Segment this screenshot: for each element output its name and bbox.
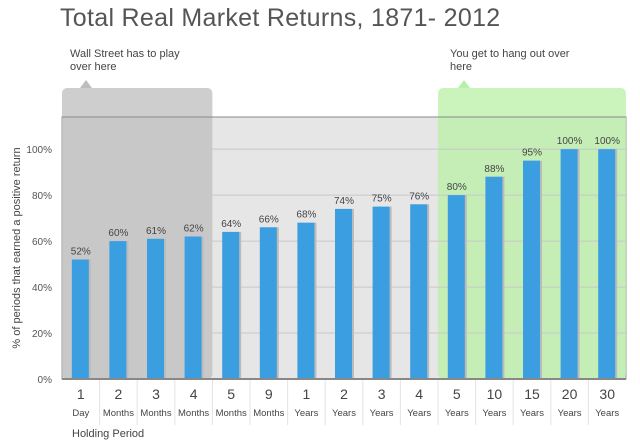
bar bbox=[598, 149, 616, 379]
data-label: 95% bbox=[522, 148, 542, 159]
x-axis-title: Holding Period bbox=[72, 428, 144, 440]
data-label: 88% bbox=[484, 164, 504, 175]
x-tick-number: 5 bbox=[453, 386, 461, 402]
x-tick-unit: Years bbox=[407, 408, 431, 419]
x-tick-unit: Months bbox=[216, 408, 247, 419]
y-tick-label: 80% bbox=[32, 191, 52, 202]
bar bbox=[560, 149, 578, 379]
data-label: 61% bbox=[146, 226, 166, 237]
x-tick-unit: Months bbox=[140, 408, 171, 419]
bar bbox=[71, 259, 89, 379]
x-tick-number: 30 bbox=[599, 386, 615, 402]
x-tick-number: 3 bbox=[378, 386, 386, 402]
x-tick-number: 4 bbox=[190, 386, 198, 402]
bar bbox=[222, 231, 240, 379]
y-tick-label: 60% bbox=[32, 237, 52, 248]
x-tick-number: 2 bbox=[115, 386, 123, 402]
y-axis-title: % of periods that earned a positive retu… bbox=[11, 147, 23, 348]
data-label: 60% bbox=[108, 228, 128, 239]
x-tick-unit: Years bbox=[294, 408, 318, 419]
x-tick-unit: Years bbox=[595, 408, 619, 419]
x-tick-unit: Years bbox=[332, 408, 356, 419]
callout-wall-street: Wall Street has to play over here bbox=[70, 48, 180, 73]
x-tick-unit: Years bbox=[445, 408, 469, 419]
y-tick-label: 40% bbox=[32, 283, 52, 294]
x-tick-unit: Years bbox=[370, 408, 394, 419]
y-tick-label: 20% bbox=[32, 329, 52, 340]
bar bbox=[297, 222, 315, 379]
x-tick-unit: Day bbox=[72, 408, 89, 419]
bar bbox=[184, 236, 202, 379]
data-label: 52% bbox=[71, 246, 91, 257]
x-tick-unit: Months bbox=[253, 408, 284, 419]
bar bbox=[147, 238, 164, 379]
callout-pointer bbox=[458, 80, 470, 88]
x-tick-unit: Years bbox=[482, 408, 506, 419]
x-tick-number: 15 bbox=[524, 386, 540, 402]
bar bbox=[447, 195, 465, 379]
x-tick-number: 2 bbox=[340, 386, 348, 402]
data-label: 62% bbox=[184, 224, 204, 235]
data-label: 66% bbox=[259, 214, 279, 225]
y-tick-label: 0% bbox=[38, 375, 53, 386]
bar bbox=[410, 204, 428, 379]
x-tick-number: 1 bbox=[77, 386, 85, 402]
bar bbox=[485, 176, 503, 379]
x-tick-unit: Months bbox=[178, 408, 209, 419]
data-label: 80% bbox=[447, 182, 467, 193]
x-tick-number: 5 bbox=[227, 386, 235, 402]
bar bbox=[259, 227, 277, 379]
data-label: 64% bbox=[221, 219, 241, 230]
x-tick-number: 10 bbox=[487, 386, 503, 402]
chart-title: Total Real Market Returns, 1871- 2012 bbox=[60, 4, 501, 32]
x-tick-number: 9 bbox=[265, 386, 273, 402]
x-tick-number: 1 bbox=[303, 386, 311, 402]
data-label: 100% bbox=[594, 136, 620, 147]
x-tick-unit: Months bbox=[103, 408, 134, 419]
bar bbox=[372, 206, 390, 379]
data-label: 76% bbox=[409, 191, 429, 202]
bar bbox=[109, 241, 127, 379]
data-label: 68% bbox=[296, 210, 316, 221]
x-tick-unit: Years bbox=[520, 408, 544, 419]
x-tick-number: 20 bbox=[562, 386, 578, 402]
bar bbox=[523, 160, 540, 379]
callout-pointer bbox=[80, 80, 92, 88]
wall-street-region bbox=[62, 88, 213, 379]
callout-hang-out: You get to hang out over here bbox=[450, 48, 570, 73]
data-label: 75% bbox=[372, 194, 392, 205]
y-tick-label: 100% bbox=[26, 145, 52, 156]
x-tick-number: 3 bbox=[152, 386, 160, 402]
data-label: 74% bbox=[334, 196, 354, 207]
bar bbox=[335, 208, 352, 379]
x-tick-number: 4 bbox=[415, 386, 423, 402]
x-tick-unit: Years bbox=[558, 408, 582, 419]
data-label: 100% bbox=[557, 136, 583, 147]
